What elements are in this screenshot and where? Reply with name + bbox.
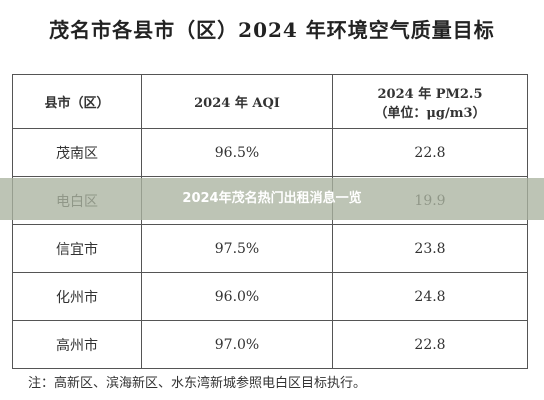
banner[interactable]: 2024年茂名热门出租消息一览 xyxy=(0,178,544,220)
cell: 22.8 xyxy=(332,320,528,369)
table-row: 茂南区 96.5% 22.8 xyxy=(12,128,528,177)
cell: 96.5% xyxy=(141,128,333,177)
cell: 97.0% xyxy=(141,320,333,369)
header-row: 县市（区） 2024 年 AQI 2024 年 PM2.5 （单位：μg/m3） xyxy=(12,74,528,129)
column-header: 2024 年 AQI xyxy=(141,74,333,129)
cell: 96.0% xyxy=(141,272,333,321)
header-line: （单位：μg/m3） xyxy=(374,105,486,121)
table-row: 信宜市 97.5% 23.8 xyxy=(12,224,528,273)
column-header: 2024 年 PM2.5 （单位：μg/m3） xyxy=(332,74,528,129)
table-row: 高州市 97.0% 22.8 xyxy=(12,320,528,369)
cell: 化州市 xyxy=(12,272,142,321)
cell: 23.8 xyxy=(332,224,528,273)
cell: 22.8 xyxy=(332,128,528,177)
table-row: 化州市 96.0% 24.8 xyxy=(12,272,528,321)
column-header: 县市（区） xyxy=(12,74,142,129)
header-line: 2024 年 PM2.5 xyxy=(377,86,483,102)
cell: 信宜市 xyxy=(12,224,142,273)
cell: 97.5% xyxy=(141,224,333,273)
cell: 茂南区 xyxy=(12,128,142,177)
note: 注：高新区、滨海新区、水东湾新城参照电白区目标执行。 xyxy=(28,376,367,391)
cell: 高州市 xyxy=(12,320,142,369)
table: 县市（区） 2024 年 AQI 2024 年 PM2.5 （单位：μg/m3） … xyxy=(12,74,528,369)
title: 茂名市各县市（区）2024 年环境空气质量目标 xyxy=(49,18,495,42)
cell: 24.8 xyxy=(332,272,528,321)
table-body: 茂南区96.5%22.8电白区19.9信宜市97.5%23.8化州市96.0%2… xyxy=(12,128,528,369)
